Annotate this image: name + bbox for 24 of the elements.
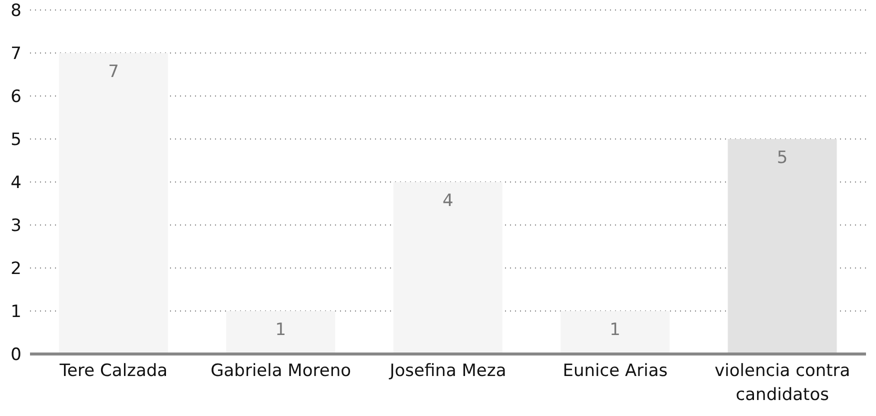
y-tick-label: 7 [10, 44, 22, 64]
x-tick-label: Josefina Meza [388, 361, 506, 381]
y-tick-label: 6 [10, 87, 22, 108]
bar [393, 182, 502, 354]
bar [59, 53, 168, 354]
x-tick-label: Gabriela Moreno [210, 361, 352, 381]
bar [560, 311, 670, 354]
x-tick-label: violencia contra candidatos [714, 361, 850, 405]
data-label: 7 [108, 62, 119, 82]
y-tick-label: 0 [10, 345, 22, 366]
y-tick-label: 4 [10, 173, 22, 194]
data-label: 1 [275, 320, 286, 340]
y-tick-label: 8 [10, 1, 22, 22]
data-label: 1 [610, 320, 621, 340]
data-label: 5 [776, 148, 788, 168]
data-label: 4 [442, 191, 454, 212]
bar [728, 139, 837, 354]
y-tick-label: 1 [10, 302, 22, 322]
y-tick-label: 2 [10, 259, 22, 280]
x-tick-label: Eunice Arias [562, 361, 668, 381]
x-tick-label: Tere Calzada [58, 361, 168, 381]
y-tick-label: 5 [10, 130, 22, 150]
y-tick-label: 3 [10, 216, 22, 236]
bar [226, 311, 336, 354]
